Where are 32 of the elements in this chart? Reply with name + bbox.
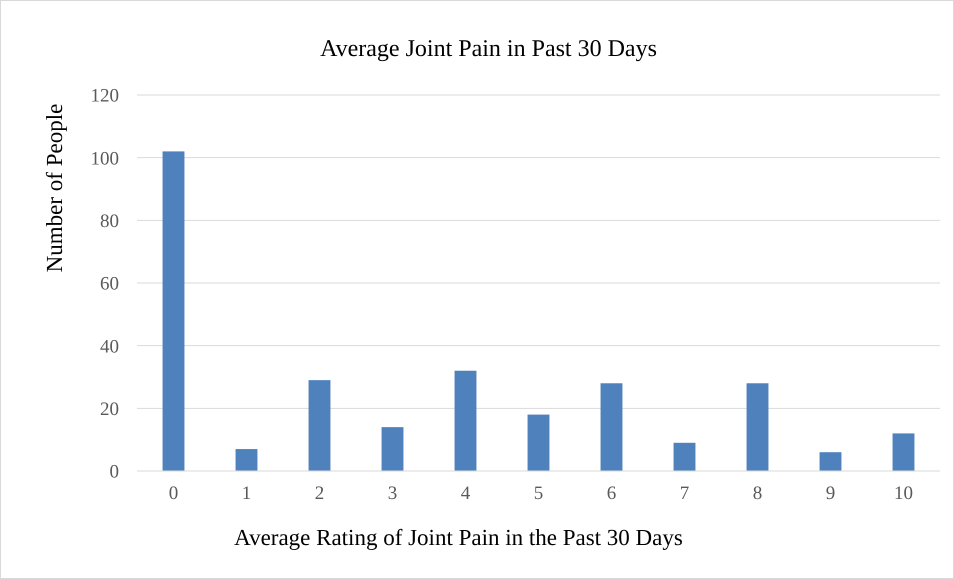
y-axis-title: Number of People xyxy=(42,104,67,272)
x-tick-label: 6 xyxy=(606,483,616,504)
bar xyxy=(674,442,696,471)
x-axis-title: Average Rating of Joint Pain in the Past 30 Days xyxy=(234,525,683,550)
x-tick-label: 3 xyxy=(388,483,398,504)
bar xyxy=(454,370,476,471)
x-tick-label: 7 xyxy=(680,483,690,504)
x-tick-label: 8 xyxy=(752,483,762,504)
y-tick-label: 100 xyxy=(90,148,119,170)
bar xyxy=(382,427,404,471)
y-tick-label: 60 xyxy=(100,274,119,295)
bar xyxy=(820,452,842,471)
bar xyxy=(308,380,330,471)
y-tick-label: 20 xyxy=(100,398,119,420)
bar xyxy=(528,414,550,471)
bar xyxy=(746,383,768,471)
y-tick-label: 40 xyxy=(100,336,119,358)
bar xyxy=(892,433,914,471)
x-tick-label: 1 xyxy=(242,483,252,504)
x-tick-label: 2 xyxy=(314,483,324,504)
bar xyxy=(600,383,622,471)
x-tick-label: 5 xyxy=(534,483,544,504)
x-tick-label: 10 xyxy=(894,483,913,504)
bar xyxy=(236,449,258,471)
y-tick-label: 80 xyxy=(100,210,119,232)
x-tick-label: 0 xyxy=(168,483,178,504)
x-tick-label: 4 xyxy=(460,483,471,504)
y-tick-label: 0 xyxy=(110,462,119,483)
bar xyxy=(162,151,184,471)
chart-title: Average Joint Pain in Past 30 Days xyxy=(320,36,657,62)
x-tick-label: 9 xyxy=(826,483,836,504)
y-tick-label: 120 xyxy=(90,86,119,107)
